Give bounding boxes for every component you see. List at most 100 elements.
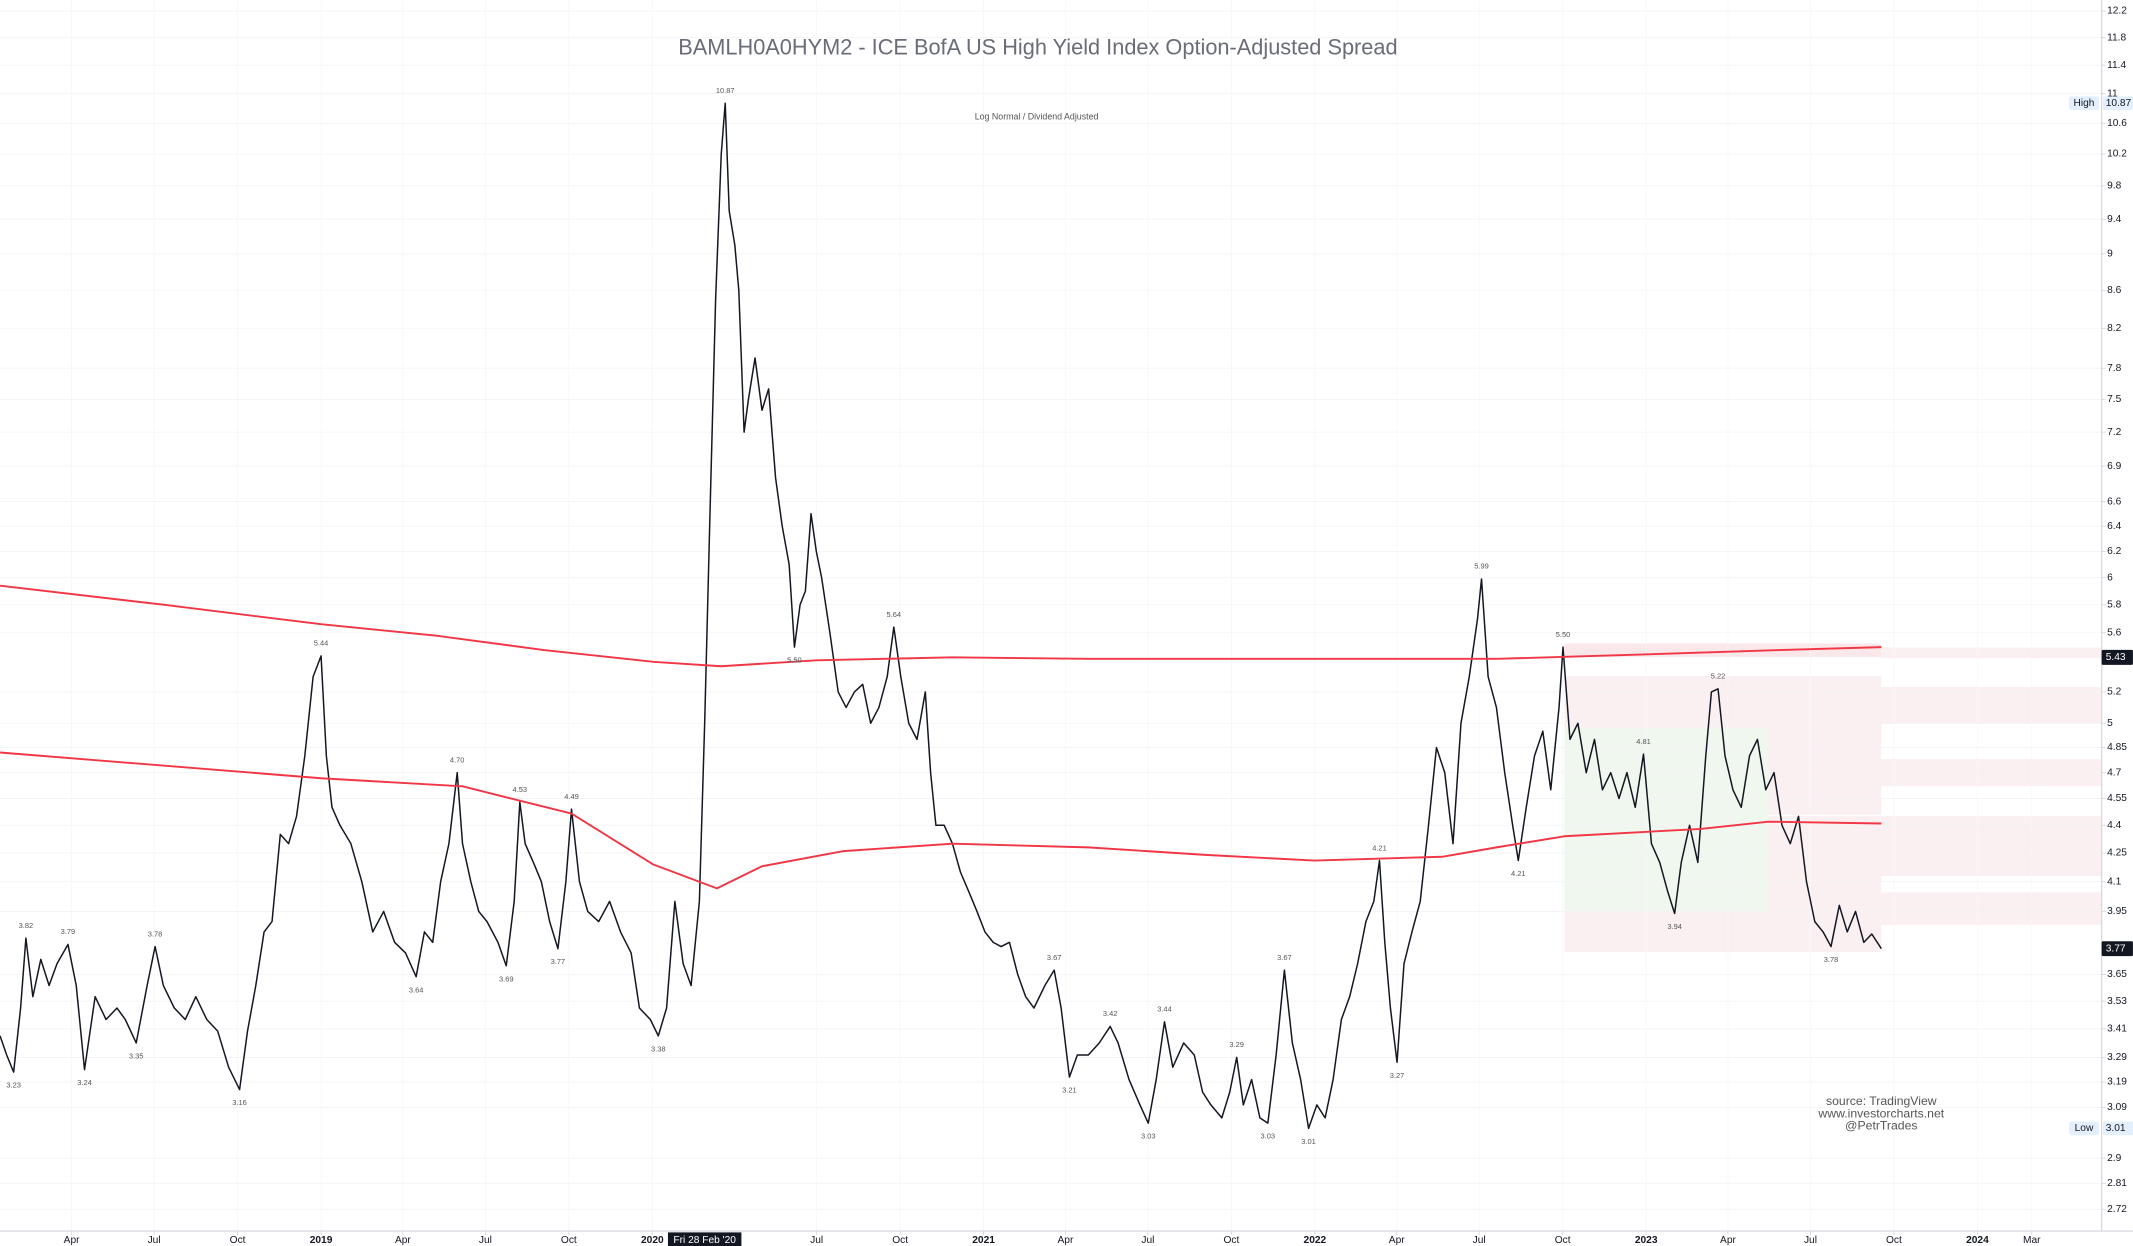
annotation-label: 3.78 xyxy=(148,929,163,938)
x-tick-label: Apr xyxy=(1720,1235,1736,1246)
y-tick-label: 5 xyxy=(2107,718,2113,729)
y-tick-label: 5.6 xyxy=(2107,627,2121,638)
annotation-label: 3.03 xyxy=(1141,1132,1156,1141)
y-tick-label: 4.55 xyxy=(2107,793,2127,804)
high-value: 10.87 xyxy=(2106,98,2132,109)
y-tick-label: 2.72 xyxy=(2107,1204,2127,1215)
annotation-label: 3.67 xyxy=(1277,953,1292,962)
x-tick-label: Oct xyxy=(230,1235,246,1246)
y-tick-label: 10.2 xyxy=(2107,149,2127,160)
source-text: www.investorcharts.net xyxy=(1817,1106,1944,1120)
x-tick-label: 2019 xyxy=(310,1235,333,1246)
moving-average-line xyxy=(0,751,1882,890)
annotation-label: 4.21 xyxy=(1511,869,1526,878)
y-tick-label: 11 xyxy=(2107,88,2118,99)
annotation-label: 3.42 xyxy=(1103,1009,1118,1018)
x-tick-label: 2022 xyxy=(1304,1235,1327,1246)
x-tick-label: 2021 xyxy=(972,1235,995,1246)
annotation-label: 5.50 xyxy=(787,656,802,665)
low-label: Low xyxy=(2075,1123,2094,1134)
y-tick-label: 11.8 xyxy=(2107,32,2126,43)
y-tick-label: 3.65 xyxy=(2107,969,2127,980)
annotation-label: 3.29 xyxy=(1229,1040,1244,1049)
y-tick-label: 6.6 xyxy=(2107,496,2121,507)
y-tick-label: 3.41 xyxy=(2107,1023,2127,1034)
y-tick-label: 3.19 xyxy=(2107,1077,2127,1088)
x-tick-label: Jul xyxy=(810,1235,823,1246)
volume-profile xyxy=(1564,643,2102,953)
annotation-label: 3.94 xyxy=(1667,922,1682,931)
y-tick-label: 4.25 xyxy=(2107,848,2127,859)
y-tick-label: 5.8 xyxy=(2107,599,2121,610)
y-tick-label: 7.2 xyxy=(2107,427,2121,438)
y-tick-label: 7.5 xyxy=(2107,394,2121,405)
y-tick-label: 4.85 xyxy=(2107,742,2127,753)
y-tick-label: 3.29 xyxy=(2107,1052,2127,1063)
x-tick-label: Apr xyxy=(64,1235,80,1246)
y-tick-label: 11.4 xyxy=(2107,60,2126,71)
x-tick-label: 2023 xyxy=(1635,1235,1658,1246)
annotation-label: 4.53 xyxy=(513,785,528,794)
annotation-label: 10.87 xyxy=(716,86,735,95)
annotation-label: 3.16 xyxy=(232,1098,247,1107)
y-tick-label: 8.6 xyxy=(2107,285,2121,296)
x-tick-label: Jul xyxy=(1473,1235,1486,1246)
y-tick-label: 6.9 xyxy=(2107,461,2121,472)
y-tick-label: 9.8 xyxy=(2107,181,2121,192)
annotation-label: 4.81 xyxy=(1636,737,1651,746)
source-text: source: TradingView xyxy=(1826,1094,1937,1108)
annotation-label: 3.44 xyxy=(1157,1005,1172,1014)
plot xyxy=(0,102,1882,1130)
annotation-label: 5.99 xyxy=(1474,562,1489,571)
annotation-label: 3.27 xyxy=(1390,1071,1405,1080)
annotation-label: 3.69 xyxy=(499,974,514,983)
x-tick-label: 2020 xyxy=(641,1235,664,1246)
annotation-label: 4.70 xyxy=(450,755,465,764)
x-tick-label: Jul xyxy=(148,1235,161,1246)
x-tick-label: Apr xyxy=(1389,1235,1405,1246)
annotation-label: 3.03 xyxy=(1261,1132,1276,1141)
chart-subtitle: Log Normal / Dividend Adjusted xyxy=(975,111,1099,121)
x-tick-label: Apr xyxy=(395,1235,411,1246)
low-value: 3.01 xyxy=(2106,1123,2126,1134)
price-line xyxy=(0,102,1882,1130)
x-tick-label: Oct xyxy=(1223,1235,1239,1246)
price-label: 3.77 xyxy=(2106,943,2126,954)
y-tick-label: 6.4 xyxy=(2107,521,2121,532)
low-value-box xyxy=(2103,1121,2133,1136)
annotation-label: 3.77 xyxy=(551,957,566,966)
x-tick-label: Oct xyxy=(892,1235,908,1246)
x-tick-label: Jul xyxy=(1804,1235,1817,1246)
x-tick-label: Jul xyxy=(1141,1235,1154,1246)
grid xyxy=(0,10,2102,1210)
low-label-box xyxy=(2069,1121,2099,1136)
annotation-label: 3.82 xyxy=(19,921,34,930)
x-tick-label: Oct xyxy=(1555,1235,1571,1246)
annotation-label: 4.49 xyxy=(564,792,579,801)
annotation-label: 3.79 xyxy=(61,927,76,936)
annotation-label: 3.67 xyxy=(1047,953,1062,962)
annotation-label: 5.50 xyxy=(1556,630,1571,639)
annotation-label: 3.35 xyxy=(129,1052,144,1061)
y-tick-label: 3.53 xyxy=(2107,996,2127,1007)
y-tick-label: 10.6 xyxy=(2107,118,2127,129)
y-tick-label: 2.9 xyxy=(2107,1153,2121,1164)
y-tick-label: 6 xyxy=(2107,572,2113,583)
y-tick-label: 3.95 xyxy=(2107,906,2127,917)
high-value-box xyxy=(2103,96,2133,111)
source-text: @PetrTrades xyxy=(1845,1119,1917,1133)
crosshair-date: Fri 28 Feb '20 xyxy=(673,1235,736,1246)
y-tick-label: 3.09 xyxy=(2107,1102,2127,1113)
high-label-box xyxy=(2069,96,2099,111)
annotation-label: 3.23 xyxy=(6,1081,21,1090)
crosshair-date-box xyxy=(667,1232,742,1246)
high-label: High xyxy=(2073,98,2094,109)
x-tick-label: 2024 xyxy=(1966,1235,1989,1246)
annotation-label: 5.44 xyxy=(314,639,329,648)
annotation-label: 3.78 xyxy=(1824,955,1839,964)
moving-average-line xyxy=(0,584,1882,668)
y-tick-label: 4.4 xyxy=(2107,820,2121,831)
chart-title: BAMLH0A0HYM2 - ICE BofA US High Yield In… xyxy=(678,35,1397,60)
